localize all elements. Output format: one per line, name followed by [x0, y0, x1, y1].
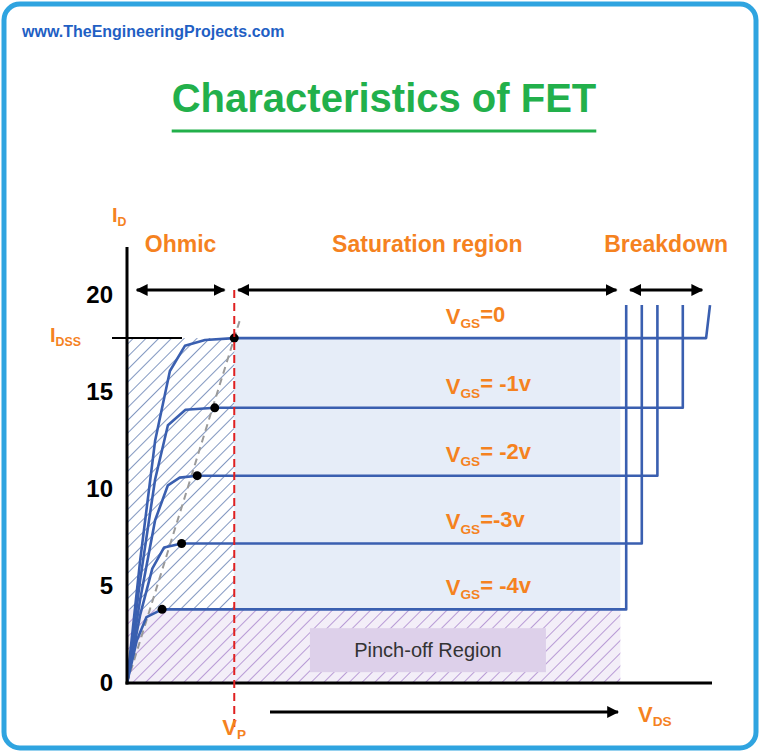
series-label: VGS= -2v — [446, 439, 532, 469]
characteristic-curve — [127, 305, 642, 683]
series-label: VGS=0 — [446, 302, 505, 332]
text-part: V — [222, 715, 237, 740]
knee-point — [193, 471, 202, 480]
region-label: Breakdown — [604, 231, 728, 257]
region-arrow — [238, 289, 616, 292]
subscript: D — [118, 215, 127, 229]
region-label: Ohmic — [145, 231, 217, 257]
text-part: V — [446, 374, 461, 399]
site-url: www.TheEngineeringProjects.com — [21, 23, 285, 40]
y-axis — [126, 247, 129, 685]
subscript: P — [237, 727, 246, 742]
text-part: V — [638, 702, 653, 727]
subscript: GS — [461, 386, 481, 401]
text-part: V — [446, 304, 461, 329]
pinch-off-label: Pinch-off Region — [354, 639, 502, 661]
characteristic-curve — [127, 305, 710, 683]
pinch-off-hatch — [127, 609, 620, 683]
region-arrow — [137, 289, 225, 292]
title-underline — [172, 130, 597, 133]
y-tick-label: 15 — [86, 378, 113, 405]
subscript: GS — [461, 587, 481, 602]
y-tick-label: 5 — [100, 572, 113, 599]
subscript: GS — [461, 454, 481, 469]
y-tick-label: 0 — [100, 669, 113, 696]
subscript: DSS — [56, 335, 81, 349]
series-label: VGS= -4v — [446, 573, 532, 603]
vds-arrow — [270, 711, 618, 714]
text-part: =0 — [480, 302, 505, 327]
frame — [4, 4, 756, 748]
series-label: VGS= -1v — [446, 371, 532, 401]
knee-point — [210, 403, 219, 412]
pinch-off-box — [310, 628, 546, 672]
subscript: DS — [653, 714, 672, 729]
y-axis-label: ID — [112, 204, 127, 229]
subscript: GS — [461, 522, 481, 537]
text-part: =-3v — [480, 507, 525, 532]
pinch-off-locus — [127, 317, 241, 683]
title: Characteristics of FET — [172, 76, 597, 120]
x-axis-label: VDS — [638, 702, 672, 729]
vp-label: VP — [222, 715, 246, 742]
knee-point — [177, 539, 186, 548]
region-arrow — [630, 289, 702, 292]
text-part: = -2v — [480, 439, 532, 464]
idss-line — [112, 337, 182, 339]
text-part: V — [446, 442, 461, 467]
knee-point — [158, 605, 167, 614]
text-part: V — [446, 509, 461, 534]
y-tick-label: 20 — [86, 281, 113, 308]
region-label: Saturation region — [332, 231, 522, 257]
y-tick-label: 10 — [86, 475, 113, 502]
text-part: = -4v — [480, 573, 532, 598]
characteristic-curve — [127, 305, 657, 683]
text-part: = -1v — [480, 371, 532, 396]
characteristic-curve — [127, 305, 626, 683]
subscript: GS — [461, 316, 481, 331]
series-label: VGS=-3v — [446, 507, 526, 537]
text-part: V — [446, 575, 461, 600]
saturation-shade — [234, 338, 620, 609]
x-axis — [126, 682, 713, 685]
chart-canvas: www.TheEngineeringProjects.com Characteri… — [0, 0, 768, 756]
idss-label: IDSS — [50, 324, 81, 349]
characteristic-curve — [127, 305, 683, 683]
vp-line — [233, 290, 235, 727]
plot-area — [127, 305, 710, 683]
